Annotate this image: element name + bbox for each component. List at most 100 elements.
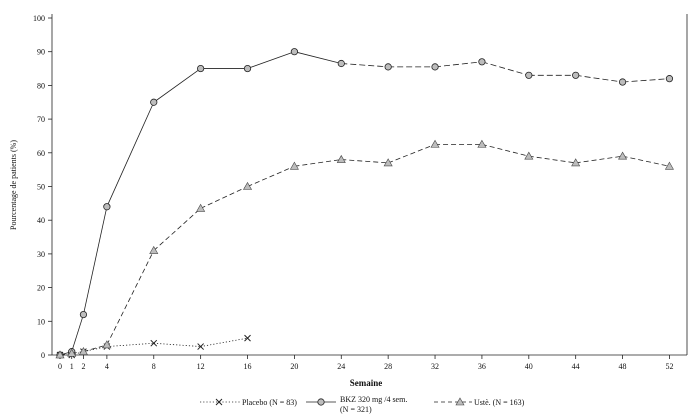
series-placebo-segment-4	[153, 342, 201, 347]
x-tick-label-44: 44	[572, 362, 580, 371]
series-uste-point-52	[664, 161, 674, 170]
series-uste-point-28	[383, 158, 393, 167]
series-bkz-point-28	[384, 63, 392, 71]
series-bkz-point-16	[243, 64, 252, 73]
legend-label-placebo: Placebo (N = 83)	[242, 398, 297, 407]
series-bkz-segment-6	[247, 51, 295, 69]
series-uste-segment-5	[200, 186, 248, 209]
series-bkz-point-4	[103, 203, 111, 211]
x-tick-label-36: 36	[478, 362, 486, 371]
series-placebo-point-8	[150, 339, 158, 347]
series-bkz-segment-11	[481, 61, 529, 76]
legend-marker-bkz	[317, 398, 325, 406]
series-uste-point-4	[102, 340, 112, 349]
series-uste-point-8	[149, 245, 159, 254]
series-uste-segment-7	[294, 159, 342, 167]
x-tick-label-52: 52	[665, 362, 673, 371]
y-tick-label-60: 60	[37, 149, 45, 158]
plot-frame	[51, 14, 688, 356]
series-bkz-segment-1	[71, 314, 84, 352]
series-bkz-point-48	[618, 78, 627, 86]
x-tick-label-2: 2	[81, 362, 85, 371]
series-bkz-segment-2	[83, 206, 108, 315]
series-bkz-segment-3	[106, 102, 155, 207]
series-uste-point-48	[618, 151, 628, 160]
y-tick-label-40: 40	[37, 216, 45, 225]
legend-item-uste: Ustè. (N = 163)	[434, 397, 525, 407]
series-uste-segment-4	[153, 208, 201, 251]
x-tick-label-32: 32	[431, 362, 439, 371]
series-uste-segment-6	[247, 165, 295, 187]
x-tick-label-48: 48	[619, 362, 627, 371]
y-tick-label-70: 70	[37, 115, 45, 124]
x-tick-label-24: 24	[337, 362, 345, 371]
series-bkz-point-36	[478, 58, 486, 66]
series-layer	[55, 48, 674, 359]
series-uste-point-20	[289, 161, 299, 170]
legend-marker-placebo	[215, 398, 223, 406]
series-bkz-point-2	[79, 310, 88, 319]
series-bkz-point-40	[525, 71, 533, 79]
x-tick-label-8: 8	[152, 362, 156, 371]
x-axis-title: Semaine	[350, 378, 383, 388]
series-uste-segment-13	[575, 155, 623, 164]
series-uste-segment-2	[83, 344, 107, 353]
series-placebo-point-16	[244, 334, 251, 342]
x-tick-label-12: 12	[197, 362, 205, 371]
x-tick-label-28: 28	[384, 362, 392, 371]
legend-item-bkz: BKZ 320 mg /4 sem. (N = 321)	[306, 395, 407, 414]
series-bkz-segment-10	[434, 61, 482, 68]
series-placebo-point-12	[197, 343, 204, 350]
series-bkz	[56, 48, 674, 359]
series-uste-segment-14	[622, 155, 670, 167]
series-uste-point-16	[243, 181, 253, 190]
y-tick-label-10: 10	[37, 317, 45, 326]
y-tick-label-100: 100	[33, 14, 45, 23]
x-tick-label-0: 0	[58, 362, 62, 371]
x-axis-ticks: 0 1 2 4 8 12 16 20 24 28 32 36 40 44 48 52	[58, 355, 673, 371]
x-tick-label-20: 20	[290, 362, 298, 371]
y-tick-label-50: 50	[37, 183, 45, 192]
x-tick-label-40: 40	[525, 362, 533, 371]
legend-label-bkz-n: (N = 321)	[340, 405, 372, 414]
series-uste-point-24	[336, 154, 346, 163]
series-uste-segment-3	[106, 250, 155, 346]
series-bkz-segment-14	[622, 78, 670, 83]
series-bkz-point-52	[665, 75, 674, 83]
series-bkz-segment-4	[153, 68, 201, 103]
legend-marker-uste	[455, 397, 465, 406]
series-uste-segment-8	[341, 159, 389, 164]
series-uste-segment-12	[528, 155, 576, 164]
series-bkz-segment-7	[294, 51, 342, 64]
x-tick-label-1: 1	[70, 362, 74, 371]
y-tick-label-80: 80	[37, 81, 45, 90]
series-placebo-segment-3	[106, 342, 154, 347]
series-placebo-segment-5	[200, 337, 248, 347]
series-uste-point-36	[477, 139, 487, 148]
x-tick-label-16: 16	[244, 362, 252, 371]
series-bkz-point-8	[150, 98, 158, 106]
legend: Placebo (N = 83) BKZ 320 mg /4 sem. (N =…	[200, 395, 525, 414]
y-axis-title: Pourcentage de patients (%)	[9, 140, 18, 230]
y-axis-ticks: 0 10 20 30 40 50 60 70 80 90 100	[33, 14, 52, 360]
series-uste-segment-9	[388, 144, 436, 164]
legend-item-placebo: Placebo (N = 83)	[200, 398, 297, 407]
series-uste-segment-11	[481, 143, 529, 157]
series-uste-point-32	[430, 139, 440, 148]
series-uste-point-0	[55, 350, 65, 359]
legend-label-bkz: BKZ 320 mg /4 sem.	[340, 395, 407, 404]
series-uste-point-2	[78, 347, 88, 355]
series-bkz-point-24	[337, 59, 345, 68]
series-bkz-point-20	[290, 48, 298, 56]
series-bkz-point-32	[431, 63, 439, 71]
y-tick-label-30: 30	[37, 250, 45, 259]
series-uste	[55, 139, 674, 359]
x-tick-label-4: 4	[105, 362, 109, 371]
series-uste-point-40	[524, 151, 534, 160]
y-tick-label-0: 0	[41, 351, 45, 360]
series-bkz-point-44	[572, 71, 580, 79]
legend-label-uste: Ustè. (N = 163)	[474, 398, 525, 407]
y-tick-label-90: 90	[37, 48, 45, 57]
series-uste-point-1	[67, 348, 77, 357]
